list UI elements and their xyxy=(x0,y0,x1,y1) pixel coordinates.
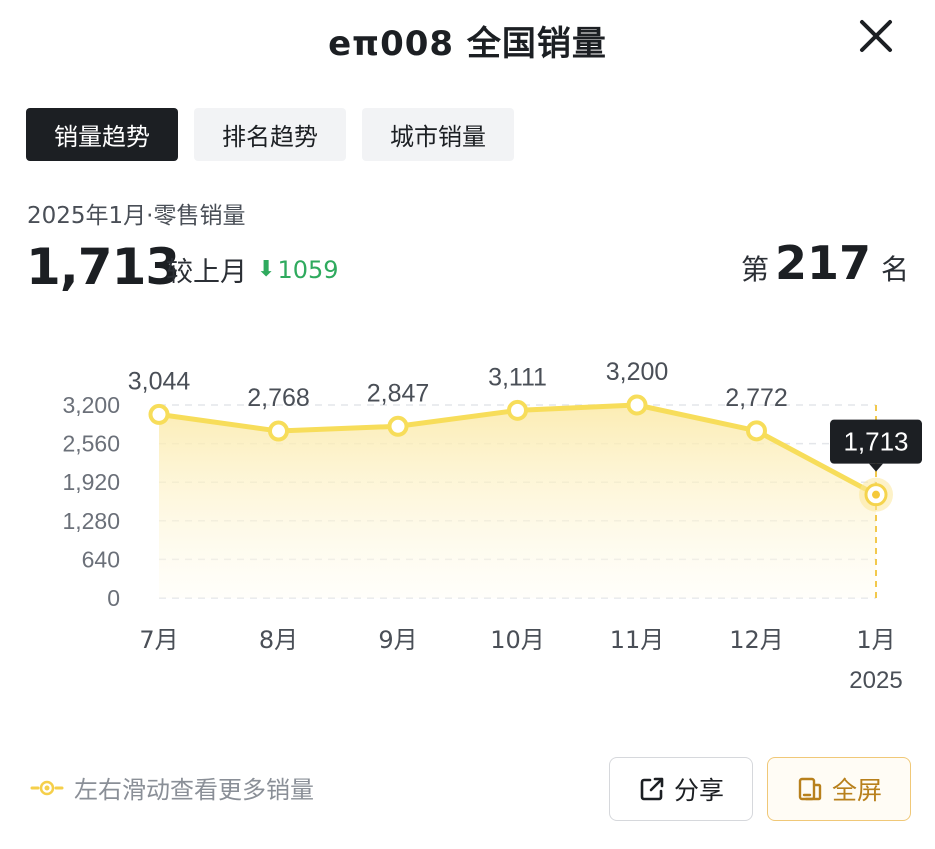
data-label: 3,111 xyxy=(488,363,547,391)
rank-number: 217 xyxy=(774,236,871,290)
rank-display: 第 217 名 xyxy=(741,236,909,290)
compare-label: 较上月 xyxy=(166,257,247,288)
swipe-hint: 左右滑动查看更多销量 xyxy=(30,770,314,805)
data-point xyxy=(746,420,767,442)
y-tick-label: 1,280 xyxy=(62,508,120,534)
data-point xyxy=(148,403,170,425)
x-tick-label: 8月 xyxy=(259,626,298,654)
y-tick-label: 640 xyxy=(82,546,120,572)
share-label: 分享 xyxy=(673,776,724,805)
tooltip-arrow xyxy=(869,463,883,472)
share-button[interactable]: 分享 xyxy=(609,757,753,821)
y-tick-label: 2,560 xyxy=(62,431,120,457)
data-label: 2,768 xyxy=(247,384,310,412)
data-label: 2,847 xyxy=(367,379,430,407)
data-label: 3,200 xyxy=(606,358,669,386)
tab-bar: 销量趋势 排名趋势 城市销量 xyxy=(26,108,514,161)
data-point xyxy=(507,399,528,421)
tab-city-sales[interactable]: 城市销量 xyxy=(362,108,514,161)
compare-delta: 1059 xyxy=(277,255,339,284)
header: eπ008 全国销量 xyxy=(0,0,935,84)
close-button[interactable] xyxy=(852,14,900,62)
x-tick-label: 7月 xyxy=(139,626,178,654)
data-point xyxy=(626,394,648,416)
y-tick-label: 1,920 xyxy=(62,469,120,495)
month-compare: 较上月 ⬇ 1059 xyxy=(166,250,339,289)
fullscreen-icon xyxy=(798,777,822,801)
x-tick-label: 9月 xyxy=(378,626,417,654)
fullscreen-label: 全屏 xyxy=(831,776,882,805)
tab-sales-trend[interactable]: 销量趋势 xyxy=(26,108,178,161)
tooltip-value: 1,713 xyxy=(843,427,908,457)
data-point xyxy=(268,420,289,442)
value-tooltip xyxy=(830,419,922,464)
fullscreen-button[interactable]: 全屏 xyxy=(767,757,911,821)
swipe-indicator-icon xyxy=(30,780,64,795)
sales-value: 1,713 xyxy=(26,238,180,296)
down-arrow-icon: ⬇ xyxy=(257,257,276,282)
sales-trend-chart[interactable]: 0 640 1,280 1,920 2,560 3,200 3,044 2,768 2,847 3… xyxy=(0,340,935,700)
page-title: eπ008 全国销量 xyxy=(328,24,607,64)
data-point xyxy=(387,415,409,437)
y-tick-label: 0 xyxy=(107,585,120,611)
x-tick-label: 1月 xyxy=(856,626,895,654)
rank-prefix: 第 xyxy=(740,253,769,286)
x-year-label: 2025 xyxy=(849,667,902,694)
data-label: 2,772 xyxy=(725,384,788,412)
swipe-hint-text: 左右滑动查看更多销量 xyxy=(74,776,314,804)
x-tick-label: 10月 xyxy=(490,626,545,654)
data-point-center xyxy=(872,490,880,499)
rank-suffix: 名 xyxy=(880,253,909,286)
x-tick-label: 12月 xyxy=(729,626,784,654)
close-icon xyxy=(860,20,892,52)
share-icon xyxy=(640,777,664,801)
period-label: 2025年1月·零售销量 xyxy=(27,203,246,229)
y-tick-label: 3,200 xyxy=(62,392,120,418)
area-fill xyxy=(159,405,876,598)
x-tick-label: 11月 xyxy=(610,626,665,654)
data-label: 3,044 xyxy=(128,367,191,395)
tab-rank-trend[interactable]: 排名趋势 xyxy=(194,108,346,161)
